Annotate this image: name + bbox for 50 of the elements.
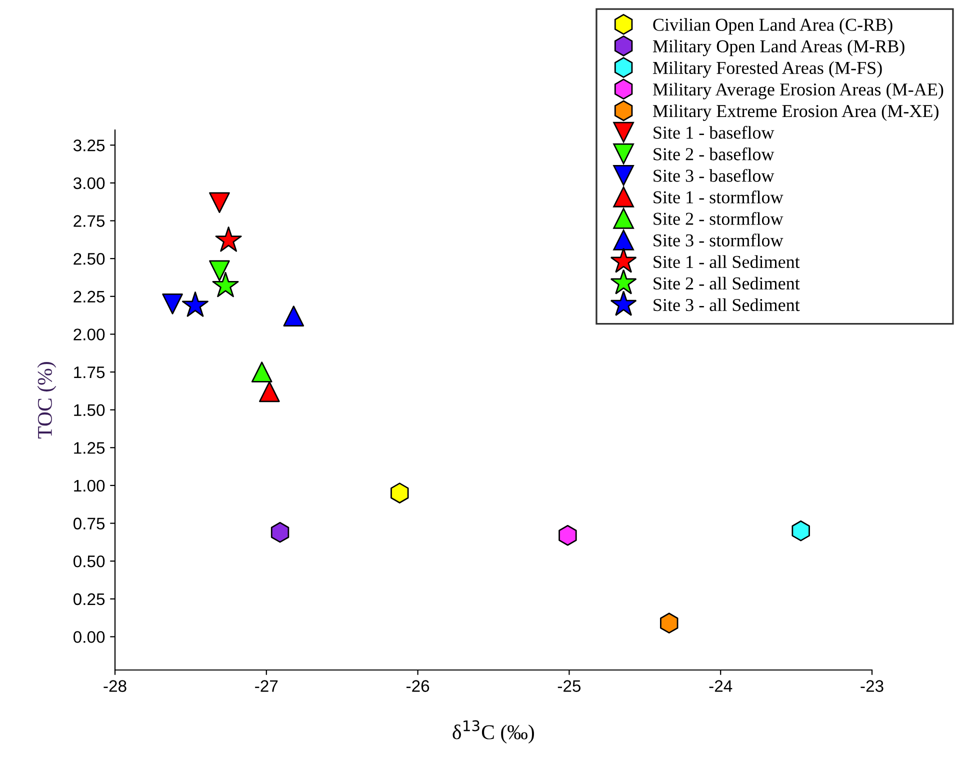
- legend-label: Site 3 - stormflow: [654, 234, 784, 246]
- legend-label: Site 2 - baseflow: [654, 147, 774, 160]
- point: [390, 482, 409, 504]
- x-axis-title: δ$^{13}$C (‰): [452, 720, 534, 744]
- point: [660, 612, 678, 634]
- point: [283, 306, 304, 326]
- legend-label: Military Average Erosion Areas (M-AE): [652, 82, 944, 100]
- point: [792, 520, 810, 542]
- point: [209, 260, 230, 282]
- y-axis-title: TOC (%): [37, 362, 56, 438]
- y-tick-label: 0.75: [73, 518, 105, 530]
- y-tick-label: 1.75: [74, 366, 105, 378]
- y-tick-label: 2.50: [74, 252, 105, 265]
- legend-label: Site 1 - baseflow: [654, 126, 774, 139]
- point: [182, 292, 208, 317]
- legend-label: Military Open Land Areas (M-RB): [652, 40, 904, 56]
- y-tick-label: 1.50: [74, 404, 105, 416]
- y-tick-label: 1.00: [74, 480, 105, 492]
- point: [251, 362, 272, 382]
- legend-label: Site 2 - all Sediment: [654, 276, 800, 290]
- legend-label: Military Extreme Erosion Area (M-XE): [652, 104, 938, 121]
- y-tick-label: 2.75: [74, 215, 105, 227]
- point: [259, 381, 280, 402]
- y-tick-label: 2.00: [74, 328, 105, 340]
- point: [270, 522, 290, 543]
- x-tick-label: -26: [406, 680, 430, 692]
- x-tick-label: -25: [558, 680, 581, 692]
- legend-label: Military Forested Areas (M-FS): [652, 61, 882, 78]
- x-tick-label: -28: [104, 680, 126, 692]
- point: [162, 294, 183, 314]
- x-tick-label: -27: [255, 680, 278, 692]
- point: [212, 272, 239, 298]
- legend-label: Site 3 - all Sediment: [654, 298, 800, 312]
- point: [209, 192, 230, 214]
- y-tick-label: 3.25: [73, 140, 105, 152]
- y-tick-label: 0.00: [73, 631, 105, 643]
- point: [215, 226, 242, 252]
- legend-label: Site 2 - stormflow: [654, 212, 784, 225]
- legend-label: Site 3 - baseflow: [654, 168, 774, 182]
- y-tick-label: 3.00: [73, 177, 105, 190]
- y-tick-label: 2.25: [74, 290, 105, 303]
- y-tick-label: 0.25: [73, 593, 105, 606]
- y-tick-label: 1.25: [74, 442, 105, 454]
- x-tick-label: -24: [709, 680, 732, 692]
- legend-label: Site 1 - stormflow: [654, 190, 784, 204]
- legend-label: Site 1 - all Sediment: [654, 255, 800, 268]
- y-tick-label: 0.50: [73, 555, 105, 568]
- x-tick-label: -23: [860, 680, 884, 692]
- legend-label: Civilian Open Land Area (C-RB): [653, 18, 892, 35]
- point: [558, 524, 577, 546]
